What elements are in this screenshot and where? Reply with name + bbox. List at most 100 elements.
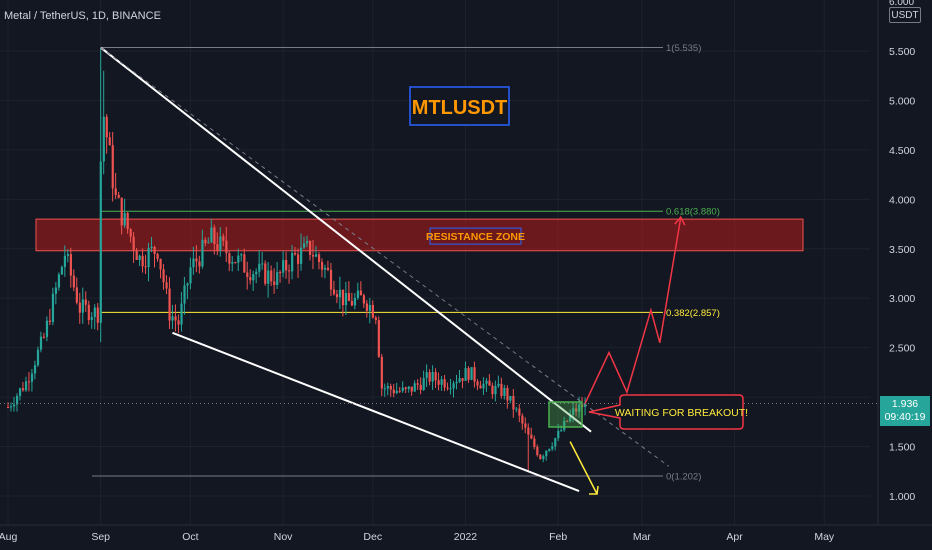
candle: [395, 382, 398, 395]
candle-body: [395, 390, 398, 394]
candle-body: [386, 385, 389, 389]
candle-body: [180, 303, 183, 325]
candle-body: [416, 383, 419, 385]
candle-body: [437, 380, 440, 385]
candle-body: [9, 406, 13, 408]
candle: [147, 242, 150, 282]
candle-body: [560, 430, 563, 432]
candle: [237, 248, 240, 271]
candle-body: [45, 320, 49, 337]
main-title-text: MTLUSDT: [412, 97, 508, 119]
trendline: [172, 331, 580, 492]
candle-body: [533, 438, 536, 447]
candle-body: [255, 271, 258, 275]
candle: [180, 291, 183, 332]
candle-body: [506, 387, 509, 401]
candle: [356, 282, 360, 300]
candle-body: [527, 427, 530, 435]
candle-body: [114, 188, 117, 195]
candle-body: [162, 269, 165, 283]
candle-body: [326, 267, 330, 270]
candle-body: [377, 320, 380, 357]
candle: [258, 250, 261, 278]
price-tick-label: 1.500: [889, 442, 915, 454]
candle-body: [138, 255, 141, 260]
candle: [479, 380, 482, 389]
candle: [222, 233, 225, 247]
candle: [48, 308, 52, 326]
current-price-tag: 1.936 09:40:19: [880, 396, 930, 426]
currency-badge[interactable]: USDT: [889, 7, 921, 23]
candle-body: [156, 253, 159, 259]
candle: [75, 277, 78, 305]
candle-body: [476, 381, 479, 386]
candle: [57, 272, 61, 291]
candle: [461, 378, 464, 389]
candle: [527, 423, 530, 472]
price-axis[interactable]: 1.000 1.500 2.500 3.000 3.500 4.000 4.500 5.000…: [877, 0, 915, 525]
candle-body: [30, 373, 34, 382]
candle-body: [494, 385, 497, 395]
candle-body: [42, 336, 46, 338]
candle: [102, 70, 105, 175]
candle-body: [317, 254, 321, 263]
candle-body: [557, 430, 560, 439]
candle: [413, 380, 416, 392]
candle-body: [246, 272, 249, 278]
candle: [60, 265, 64, 276]
candle-body: [383, 388, 386, 390]
candle-body: [159, 258, 162, 270]
candle-body: [572, 408, 575, 415]
fib-level-0-label: 0(1.202): [666, 472, 701, 483]
candle: [521, 413, 524, 430]
candle: [386, 382, 389, 396]
candle: [338, 276, 342, 310]
symbol-title[interactable]: Metal / TetherUS, 1D, BINANCE: [4, 10, 161, 22]
time-axis[interactable]: Aug Sep Oct Nov Dec 2022 Feb Mar Apr May: [0, 524, 932, 543]
candle: [410, 386, 413, 396]
candle-body: [392, 389, 395, 394]
candle: [306, 235, 309, 248]
candle: [195, 245, 198, 273]
candle-body: [551, 446, 554, 449]
candle: [455, 374, 458, 390]
candle-body: [458, 378, 461, 382]
breakout-callout-bubble: [588, 394, 744, 430]
candle: [282, 251, 285, 278]
candle-body: [566, 420, 569, 422]
candle-body: [554, 438, 557, 447]
candle: [141, 248, 144, 273]
candle: [261, 251, 264, 270]
candle: [326, 260, 330, 272]
time-tick-label: Mar: [633, 531, 652, 543]
candle: [467, 366, 470, 383]
candle: [407, 386, 410, 393]
candle-body: [303, 243, 306, 248]
candle-body: [389, 385, 392, 390]
candle-body: [563, 420, 566, 431]
candle-body: [521, 415, 524, 424]
candle-body: [99, 161, 102, 323]
candle: [297, 248, 300, 278]
candle: [270, 265, 273, 287]
candle: [347, 281, 351, 302]
candle-body: [320, 262, 324, 270]
candle: [288, 264, 291, 284]
candle: [341, 289, 345, 317]
candle-body: [27, 381, 31, 383]
candle: [69, 247, 72, 288]
candle: [392, 383, 395, 398]
candle: [317, 251, 321, 270]
candle-body: [273, 281, 276, 286]
candle-body: [123, 212, 126, 226]
candle: [446, 382, 449, 391]
candle-body: [144, 266, 147, 268]
candle: [371, 300, 374, 319]
candle-body: [335, 294, 339, 298]
candle: [186, 282, 189, 300]
candle-body: [243, 254, 246, 273]
candle-body: [374, 317, 377, 321]
candle: [398, 387, 401, 394]
candle-body: [356, 290, 360, 299]
